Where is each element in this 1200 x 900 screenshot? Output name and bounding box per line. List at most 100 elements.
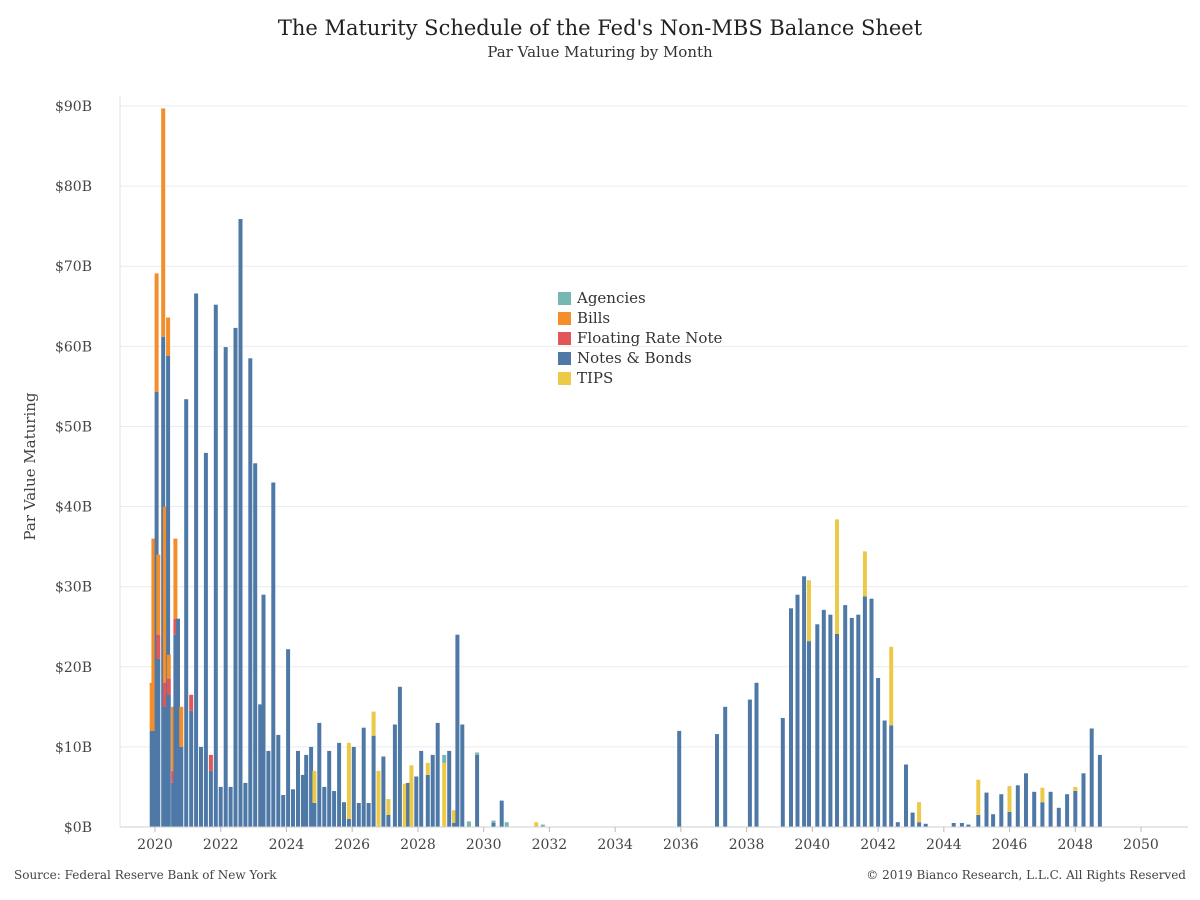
y-tick-label: $40B — [55, 500, 92, 516]
bar-segment — [882, 720, 887, 827]
bar-segment — [332, 791, 337, 827]
bar-segment — [312, 770, 317, 803]
x-tick-label: 2042 — [860, 837, 896, 853]
bar-segment — [430, 754, 435, 827]
legend-item: Agencies — [558, 288, 722, 308]
legend-swatch — [558, 351, 571, 365]
copyright-note: © 2019 Bianco Research, L.L.C. All Right… — [866, 868, 1186, 882]
bar-segment — [466, 821, 471, 827]
bar-segment — [869, 598, 874, 827]
bar-segment — [171, 782, 176, 827]
bar-segment — [176, 618, 180, 827]
bar-segment — [203, 452, 208, 827]
bar-segment — [409, 765, 414, 827]
bar-segment — [959, 823, 964, 827]
bar-segment — [1056, 807, 1061, 827]
bar-segment — [179, 746, 184, 827]
y-tick-label: $50B — [55, 419, 92, 435]
bar-segment — [862, 551, 867, 597]
bar-segment — [991, 814, 996, 827]
bar-segment — [233, 327, 238, 827]
bar-segment — [999, 794, 1004, 827]
bar-segment — [342, 802, 346, 827]
x-tick-label: 2020 — [137, 837, 173, 853]
bar-segment — [351, 746, 356, 827]
bar-segment — [1007, 786, 1012, 812]
bar-segment — [213, 304, 218, 827]
bar-segment — [754, 682, 759, 827]
legend-item: Notes & Bonds — [558, 348, 722, 368]
bar-segment — [173, 538, 178, 619]
bar-segment — [166, 694, 171, 827]
bar-segment — [166, 355, 171, 827]
bar-segment — [223, 347, 228, 827]
bar-segment — [414, 776, 419, 827]
bar-segment — [789, 608, 793, 827]
bar-segment — [475, 754, 480, 827]
bar-segment — [966, 824, 971, 827]
bar-segment — [312, 803, 317, 827]
bar-segment — [910, 812, 915, 827]
y-tick-label: $70B — [55, 259, 92, 275]
bar-segment — [317, 722, 322, 827]
bar-segment — [1048, 791, 1053, 827]
bar-segment — [1089, 728, 1094, 827]
bar-segment — [171, 770, 176, 783]
bar-segment — [862, 596, 867, 827]
bar-segment — [162, 506, 167, 683]
bar-segment — [151, 538, 156, 731]
bar-segment — [475, 752, 480, 755]
bar-segment — [281, 795, 286, 827]
bar-segment — [460, 724, 465, 827]
bar-segment — [715, 734, 719, 827]
bar-segment — [296, 750, 300, 827]
x-tick-label: 2040 — [795, 837, 831, 853]
bar-segment — [425, 762, 430, 775]
bar-segment — [386, 815, 391, 827]
bar-segment — [1024, 773, 1028, 827]
bar-segment — [807, 580, 811, 642]
bar-segment — [849, 617, 854, 827]
bar-segment — [173, 634, 178, 827]
x-tick-label: 2030 — [466, 837, 502, 853]
chart-subtitle: Par Value Maturing by Month — [487, 43, 713, 61]
legend-swatch — [558, 311, 571, 325]
bar-segment — [151, 730, 156, 827]
bar-segment — [1040, 787, 1045, 803]
bar-segment — [976, 779, 981, 815]
x-tick-label: 2048 — [1057, 837, 1093, 853]
legend-swatch — [558, 371, 571, 385]
bar-segment — [162, 682, 167, 707]
bar-segment — [807, 641, 811, 827]
bar-segment — [534, 822, 539, 827]
bar-segment — [895, 822, 900, 827]
bar-segment — [1065, 794, 1070, 827]
bar-segment — [402, 783, 407, 827]
x-tick-label: 2024 — [269, 837, 305, 853]
bar-segment — [452, 823, 457, 827]
bar-segment — [243, 782, 248, 827]
bar-segment — [1073, 786, 1078, 791]
bar-segment — [499, 800, 504, 827]
y-tick-label: $60B — [55, 339, 92, 355]
bar-segment — [366, 803, 371, 827]
bar-segment — [162, 706, 167, 827]
bar-segment — [1073, 791, 1078, 827]
y-tick-label: $90B — [55, 99, 92, 115]
x-tick-label: 2034 — [597, 837, 633, 853]
bar-segment — [208, 770, 213, 827]
bar-segment — [876, 678, 881, 827]
y-tick-label: $20B — [55, 660, 92, 676]
bar-segment — [856, 614, 861, 827]
bar-segment — [266, 750, 271, 827]
bar-segment — [371, 711, 376, 736]
bar-segment — [171, 706, 176, 771]
bar-segment — [419, 750, 424, 827]
bar-segment — [951, 823, 956, 827]
bar-segment — [327, 750, 332, 827]
bar-segment — [361, 727, 366, 827]
bar-segment — [184, 399, 189, 827]
bar-segment — [984, 792, 989, 827]
bar-segment — [747, 699, 752, 827]
bar-segment — [843, 605, 848, 827]
